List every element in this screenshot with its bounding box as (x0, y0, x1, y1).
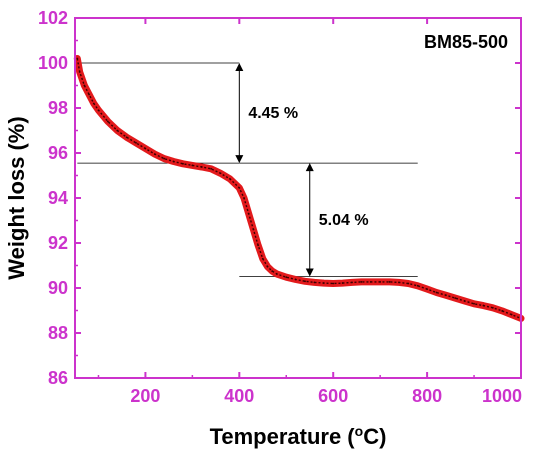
x-axis-title: Temperature (oC) (210, 423, 387, 449)
step-arrow-head-up (305, 163, 314, 172)
data-point (257, 244, 259, 247)
axis-ticks (75, 17, 522, 379)
data-point (219, 172, 222, 175)
data-point (491, 306, 494, 309)
data-point (210, 167, 213, 170)
data-point (243, 197, 245, 199)
x-tick-label: 800 (412, 386, 442, 406)
data-point (97, 109, 100, 112)
data-point (407, 282, 410, 285)
y-tick-label: 92 (48, 233, 68, 253)
x-axis-title-text: Temperature ( (210, 424, 356, 449)
data-point (285, 276, 288, 279)
step-annotation: 5.04 % (239, 162, 418, 277)
data-point (351, 281, 353, 284)
tick-labels: 86 88 90 92 94 96 98 100 102 200 400 600 800 1000 (38, 8, 522, 406)
data-point (106, 120, 109, 123)
step-annotation-label: 4.45 % (248, 105, 298, 122)
y-tick-label: 96 (48, 143, 68, 163)
data-point (172, 160, 175, 163)
data-point (163, 157, 166, 160)
data-point (200, 166, 203, 168)
data-point (444, 294, 447, 297)
data-point (313, 281, 316, 284)
data-point (360, 281, 363, 283)
x-tick-label: 600 (318, 386, 348, 406)
data-point (229, 177, 231, 180)
step-arrow-head-up (235, 63, 244, 71)
data-point (341, 282, 344, 284)
step-arrow-head-down (305, 268, 314, 277)
data-point (435, 291, 438, 294)
data-point (510, 313, 513, 316)
y-tick-label: 102 (38, 8, 68, 28)
data-point (252, 228, 255, 231)
data-point (261, 257, 264, 260)
data-point (426, 288, 429, 291)
y-tick-label: 94 (48, 188, 68, 208)
series-line (73, 55, 525, 322)
data-point (294, 278, 297, 281)
x-axis-title-unit: C) (363, 424, 386, 449)
y-tick-label: 90 (48, 278, 68, 298)
data-point (125, 136, 128, 139)
data-point (473, 302, 475, 305)
data-point (463, 300, 466, 302)
data-point (388, 281, 391, 283)
x-tick-label: 1000 (482, 386, 522, 406)
data-point (266, 265, 269, 268)
data-point (271, 270, 274, 273)
data-point (182, 162, 184, 165)
x-axis-title-superscript: o (355, 423, 364, 439)
data-point (135, 141, 137, 144)
x-tick-label: 200 (130, 386, 160, 406)
y-tick-label: 88 (48, 323, 68, 343)
plot-frame (74, 17, 522, 379)
x-tick-label: 400 (224, 386, 254, 406)
data-point (153, 153, 156, 156)
data-point (191, 164, 194, 167)
data-point (501, 310, 504, 312)
data-point (369, 281, 372, 283)
data-point (76, 57, 79, 60)
data-point (238, 186, 241, 189)
y-tick-label: 100 (38, 53, 68, 73)
data-point (83, 84, 86, 87)
data-point (275, 273, 278, 275)
data-point (88, 93, 90, 96)
data-point (398, 281, 400, 284)
data-point (116, 129, 119, 132)
data-point (304, 280, 306, 283)
series-layer (73, 55, 525, 322)
data-point (92, 102, 95, 105)
step-arrow-head-down (235, 155, 244, 164)
step-annotation-label: 5.04 % (319, 212, 369, 229)
sample-label: BM85-500 (424, 32, 508, 52)
data-point (332, 282, 335, 285)
data-point (482, 304, 485, 307)
y-tick-label: 98 (48, 98, 68, 118)
data-point (322, 282, 325, 284)
y-tick-label: 86 (48, 368, 68, 388)
data-point (78, 71, 81, 73)
step-annotation: 4.45 % (77, 62, 298, 164)
data-point (379, 281, 382, 283)
step-annotations: 4.45 % 5.04 % (77, 62, 418, 277)
data-point (247, 212, 250, 215)
data-point (454, 297, 457, 300)
data-point (416, 284, 419, 287)
data-point (144, 147, 147, 150)
y-axis-title: Weight loss (%) (4, 116, 29, 279)
